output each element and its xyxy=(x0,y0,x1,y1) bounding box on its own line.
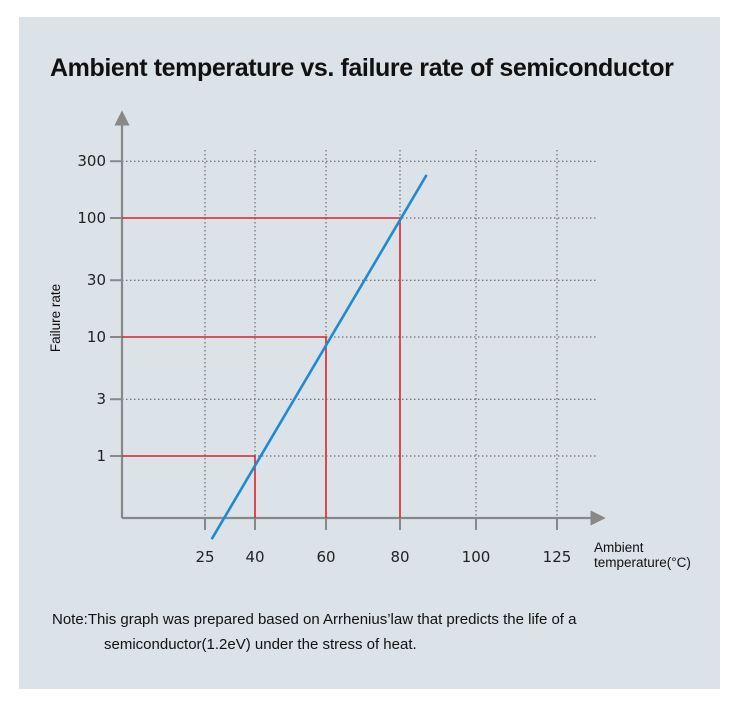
chart-title: Ambient temperature vs. failure rate of … xyxy=(50,54,674,82)
x-tick-label: 100 xyxy=(462,548,491,566)
grid xyxy=(122,150,598,518)
y-tick-label: 1 xyxy=(96,447,106,465)
note-line-2: semiconductor(1.2eV) under the stress of… xyxy=(104,636,417,653)
tick-labels: 1 3 10 30 100 300 25 40 60 80 100 125 Failure rate Am… xyxy=(48,152,691,570)
axes xyxy=(110,110,606,530)
series-line xyxy=(210,174,428,540)
x-axis-title-line: temperature(°C) xyxy=(594,555,691,570)
x-tick-label: 40 xyxy=(245,548,264,566)
reference-line xyxy=(122,336,327,518)
reference-line xyxy=(122,217,401,518)
y-tick-label: 3 xyxy=(96,390,106,408)
x-tick-label: 60 xyxy=(316,548,335,566)
reference-line xyxy=(122,455,256,518)
x-tick-label: 80 xyxy=(390,548,409,566)
y-tick-label: 10 xyxy=(87,328,106,346)
y-tick-label: 30 xyxy=(87,271,106,289)
y-tick-label: 100 xyxy=(77,209,106,227)
y-axis-title: Failure rate xyxy=(48,284,63,352)
x-axis-title-line: Ambient xyxy=(594,540,644,555)
y-tick-label: 300 xyxy=(77,152,106,170)
chart-panel xyxy=(19,17,720,689)
x-tick-label: 125 xyxy=(543,548,572,566)
series xyxy=(210,174,428,540)
x-tick-label: 25 xyxy=(195,548,214,566)
note: Note: This graph was prepared based on A… xyxy=(52,607,692,657)
note-prefix: Note: xyxy=(52,611,88,628)
reference-lines xyxy=(122,217,401,518)
note-line-1: This graph was prepared based on Arrheni… xyxy=(87,611,577,628)
